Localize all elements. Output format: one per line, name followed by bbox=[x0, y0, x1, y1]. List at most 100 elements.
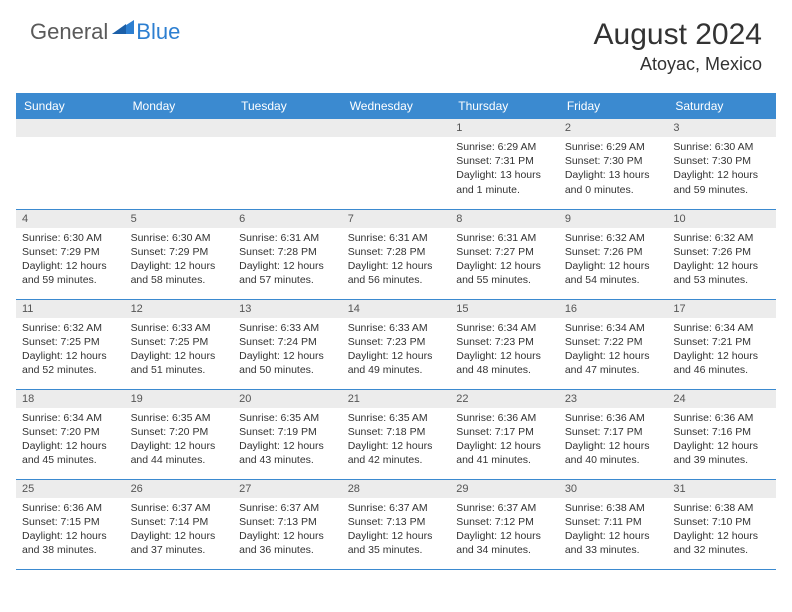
day-data: Sunrise: 6:37 AM Sunset: 7:13 PM Daylight:… bbox=[233, 498, 342, 563]
calendar-day-cell: 12Sunrise: 6:33 AMSunset: 7:25 PMDayligh… bbox=[125, 299, 234, 389]
day-number: 3 bbox=[667, 119, 776, 137]
calendar-day-cell: 11Sunrise: 6:32 AMSunset: 7:25 PMDayligh… bbox=[16, 299, 125, 389]
day-number: 22 bbox=[450, 390, 559, 408]
sunrise-line: Sunrise: 6:30 AM bbox=[673, 141, 753, 153]
sunset-line: Sunset: 7:28 PM bbox=[239, 246, 317, 258]
daylight-line: Daylight: 12 hours and 44 minutes. bbox=[131, 440, 216, 466]
sunrise-line: Sunrise: 6:33 AM bbox=[348, 322, 428, 334]
sunrise-line: Sunrise: 6:34 AM bbox=[565, 322, 645, 334]
day-data: Sunrise: 6:31 AMSunset: 7:28 PMDaylight:… bbox=[342, 228, 451, 293]
day-number: 27 bbox=[233, 480, 342, 498]
day-number: 15 bbox=[450, 300, 559, 318]
day-data: Sunrise: 6:29 AMSunset: 7:31 PMDaylight:… bbox=[450, 137, 559, 202]
sunset-line: Sunset: 7:21 PM bbox=[673, 336, 751, 348]
sunrise-line: Sunrise: 6:29 AM bbox=[565, 141, 645, 153]
daylight-line: Daylight: 12 hours and 47 minutes. bbox=[565, 350, 650, 376]
day-data: Sunrise: 6:37 AMSunset: 7:14 PMDaylight:… bbox=[125, 498, 234, 563]
day-number: 20 bbox=[233, 390, 342, 408]
calendar-day-cell: 22Sunrise: 6:36 AMSunset: 7:17 PMDayligh… bbox=[450, 389, 559, 479]
daylight-line: Daylight: 12 hours and 37 minutes. bbox=[131, 530, 216, 556]
logo-triangle-icon bbox=[112, 18, 134, 39]
daylight-line: Daylight: 12 hours and 34 minutes. bbox=[456, 530, 541, 556]
sunrise-line: Sunrise: 6:35 AM bbox=[239, 412, 319, 424]
calendar-header-row: SundayMondayTuesdayWednesdayThursdayFrid… bbox=[16, 93, 776, 119]
daylight-line: Daylight: 12 hours and 36 minutes. bbox=[239, 530, 324, 556]
daylight-line: Daylight: 12 hours and 48 minutes. bbox=[456, 350, 541, 376]
day-data: Sunrise: 6:29 AMSunset: 7:30 PMDaylight:… bbox=[559, 137, 668, 202]
calendar-day-cell: 31Sunrise: 6:38 AMSunset: 7:10 PMDayligh… bbox=[667, 479, 776, 569]
sunrise-line: Sunrise: 6:31 AM bbox=[239, 232, 319, 244]
daylight-line: Daylight: 12 hours and 49 minutes. bbox=[348, 350, 433, 376]
day-data: Sunrise: 6:33 AMSunset: 7:24 PMDaylight:… bbox=[233, 318, 342, 383]
calendar-day-cell: 15Sunrise: 6:34 AMSunset: 7:23 PMDayligh… bbox=[450, 299, 559, 389]
calendar-day-cell: 28Sunrise: 6:37 AMSunset: 7:13 PMDayligh… bbox=[342, 479, 451, 569]
day-header: Tuesday bbox=[233, 93, 342, 119]
sunrise-line: Sunrise: 6:34 AM bbox=[22, 412, 102, 424]
daylight-line: Daylight: 12 hours and 53 minutes. bbox=[673, 260, 758, 286]
day-data: Sunrise: 6:33 AMSunset: 7:25 PMDaylight:… bbox=[125, 318, 234, 383]
sunrise-line: Sunrise: 6:37 AM bbox=[131, 502, 211, 514]
day-header: Saturday bbox=[667, 93, 776, 119]
sunrise-line: Sunrise: 6:37 AM bbox=[348, 502, 428, 514]
day-number: 10 bbox=[667, 210, 776, 228]
sunset-line: Sunset: 7:15 PM bbox=[22, 516, 100, 528]
daylight-line: Daylight: 12 hours and 46 minutes. bbox=[673, 350, 758, 376]
sunset-line: Sunset: 7:22 PM bbox=[565, 336, 643, 348]
calendar-day-cell: 9Sunrise: 6:32 AMSunset: 7:26 PMDaylight… bbox=[559, 209, 668, 299]
sunset-line: Sunset: 7:20 PM bbox=[131, 426, 209, 438]
day-data: Sunrise: 6:38 AMSunset: 7:11 PMDaylight:… bbox=[559, 498, 668, 563]
calendar-table: SundayMondayTuesdayWednesdayThursdayFrid… bbox=[16, 93, 776, 570]
day-data: Sunrise: 6:31 AMSunset: 7:28 PMDaylight:… bbox=[233, 228, 342, 293]
day-number: 23 bbox=[559, 390, 668, 408]
sunset-line: Sunset: 7:28 PM bbox=[348, 246, 426, 258]
sunset-line: Sunset: 7:17 PM bbox=[565, 426, 643, 438]
daylight-line: Daylight: 12 hours and 54 minutes. bbox=[565, 260, 650, 286]
daylight-line: Daylight: 12 hours and 33 minutes. bbox=[565, 530, 650, 556]
calendar-day-cell: 24Sunrise: 6:36 AMSunset: 7:16 PMDayligh… bbox=[667, 389, 776, 479]
calendar-day-cell bbox=[125, 119, 234, 209]
sunrise-line: Sunrise: 6:37 AM bbox=[239, 502, 319, 514]
calendar-day-cell: 18Sunrise: 6:34 AMSunset: 7:20 PMDayligh… bbox=[16, 389, 125, 479]
day-number: 5 bbox=[125, 210, 234, 228]
calendar-day-cell: 3Sunrise: 6:30 AMSunset: 7:30 PMDaylight… bbox=[667, 119, 776, 209]
daylight-line: Daylight: 12 hours and 43 minutes. bbox=[239, 440, 324, 466]
day-data: Sunrise: 6:36 AMSunset: 7:17 PMDaylight:… bbox=[559, 408, 668, 473]
sunrise-line: Sunrise: 6:32 AM bbox=[22, 322, 102, 334]
calendar-week-row: 4Sunrise: 6:30 AMSunset: 7:29 PMDaylight… bbox=[16, 209, 776, 299]
day-header: Thursday bbox=[450, 93, 559, 119]
sunrise-line: Sunrise: 6:31 AM bbox=[456, 232, 536, 244]
sunset-line: Sunset: 7:13 PM bbox=[239, 516, 317, 528]
sunrise-line: Sunrise: 6:36 AM bbox=[456, 412, 536, 424]
calendar-day-cell: 27 Sunrise: 6:37 AM Sunset: 7:13 PM Dayligh… bbox=[233, 479, 342, 569]
sunset-line: Sunset: 7:29 PM bbox=[131, 246, 209, 258]
calendar-week-row: 1Sunrise: 6:29 AMSunset: 7:31 PMDaylight… bbox=[16, 119, 776, 209]
sunset-line: Sunset: 7:12 PM bbox=[456, 516, 534, 528]
day-number: 21 bbox=[342, 390, 451, 408]
day-number: 1 bbox=[450, 119, 559, 137]
daylight-line: Daylight: 12 hours and 51 minutes. bbox=[131, 350, 216, 376]
calendar-day-cell: 8Sunrise: 6:31 AMSunset: 7:27 PMDaylight… bbox=[450, 209, 559, 299]
sunset-line: Sunset: 7:10 PM bbox=[673, 516, 751, 528]
day-data: Sunrise: 6:30 AMSunset: 7:29 PMDaylight:… bbox=[125, 228, 234, 293]
day-number: 4 bbox=[16, 210, 125, 228]
brand-first: General bbox=[30, 19, 108, 45]
sunset-line: Sunset: 7:17 PM bbox=[456, 426, 534, 438]
calendar-day-cell: 30Sunrise: 6:38 AMSunset: 7:11 PMDayligh… bbox=[559, 479, 668, 569]
calendar-day-cell: 7Sunrise: 6:31 AMSunset: 7:28 PMDaylight… bbox=[342, 209, 451, 299]
sunrise-line: Sunrise: 6:32 AM bbox=[673, 232, 753, 244]
day-data: Sunrise: 6:36 AMSunset: 7:16 PMDaylight:… bbox=[667, 408, 776, 473]
day-data: Sunrise: 6:36 AMSunset: 7:15 PMDaylight:… bbox=[16, 498, 125, 563]
brand-second: Blue bbox=[136, 19, 180, 45]
calendar-day-cell: 14Sunrise: 6:33 AMSunset: 7:23 PMDayligh… bbox=[342, 299, 451, 389]
sunset-line: Sunset: 7:24 PM bbox=[239, 336, 317, 348]
daylight-line: Daylight: 12 hours and 42 minutes. bbox=[348, 440, 433, 466]
sunset-line: Sunset: 7:20 PM bbox=[22, 426, 100, 438]
day-number: 28 bbox=[342, 480, 451, 498]
sunrise-line: Sunrise: 6:38 AM bbox=[673, 502, 753, 514]
sunrise-line: Sunrise: 6:36 AM bbox=[22, 502, 102, 514]
calendar-day-cell: 4Sunrise: 6:30 AMSunset: 7:29 PMDaylight… bbox=[16, 209, 125, 299]
daylight-line: Daylight: 12 hours and 32 minutes. bbox=[673, 530, 758, 556]
day-header: Friday bbox=[559, 93, 668, 119]
sunrise-line: Sunrise: 6:29 AM bbox=[456, 141, 536, 153]
day-data: Sunrise: 6:37 AMSunset: 7:12 PMDaylight:… bbox=[450, 498, 559, 563]
